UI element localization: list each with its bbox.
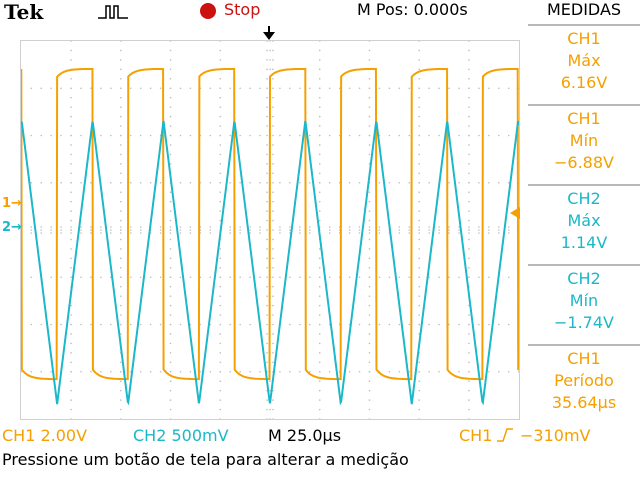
trigger-position-arrow-icon bbox=[263, 26, 275, 40]
ch1-waveform-trace bbox=[21, 67, 519, 381]
measure-value: 1.14V bbox=[560, 233, 608, 252]
pulse-trigger-icon bbox=[98, 5, 128, 19]
ch2-ground-marker[interactable]: 2→ bbox=[2, 220, 22, 235]
measure-slot-4[interactable]: CH2 Mín −1.74V bbox=[528, 264, 640, 340]
measure-menu: CH1 Máx 6.16V CH1 Mín −6.88V CH2 Máx 1.1… bbox=[528, 24, 640, 424]
status-message: Pressione um botão de tela para alterar … bbox=[2, 450, 409, 469]
measure-value: −6.88V bbox=[554, 153, 614, 172]
ch2-waveform-trace bbox=[21, 120, 519, 406]
stop-indicator-icon bbox=[200, 3, 216, 19]
measure-value: 6.16V bbox=[560, 73, 608, 92]
measure-value: −1.74V bbox=[554, 313, 614, 332]
measure-slot-2[interactable]: CH1 Mín −6.88V bbox=[528, 104, 640, 180]
trigger-source-readout: CH1 bbox=[459, 426, 493, 445]
measure-channel: CH2 bbox=[567, 189, 601, 208]
waveform-plot bbox=[21, 41, 519, 419]
trigger-level-readout: −310mV bbox=[520, 426, 591, 445]
trigger-level-marker-icon bbox=[510, 207, 520, 219]
measure-channel: CH1 bbox=[567, 109, 601, 128]
ch1-scale-readout: CH1 2.00V bbox=[2, 426, 88, 445]
brand-logo: Tek bbox=[4, 0, 44, 24]
measure-label: Mín bbox=[569, 131, 599, 150]
rising-edge-icon bbox=[497, 428, 513, 442]
measure-menu-title: MEDIDAS bbox=[546, 0, 622, 19]
waveform-display bbox=[20, 40, 520, 420]
measure-channel: CH2 bbox=[567, 269, 601, 288]
measure-slot-5[interactable]: CH1 Período 35.64µs bbox=[528, 344, 640, 420]
measure-value: 35.64µs bbox=[551, 393, 617, 412]
ch2-scale-readout: CH2 500mV bbox=[133, 426, 229, 445]
run-state-label: Stop bbox=[224, 0, 261, 19]
measure-label: Mín bbox=[569, 291, 599, 310]
measure-channel: CH1 bbox=[567, 29, 601, 48]
measure-slot-3[interactable]: CH2 Máx 1.14V bbox=[528, 184, 640, 260]
graticule bbox=[21, 41, 519, 419]
horizontal-position-readout: M Pos: 0.000s bbox=[357, 0, 468, 19]
scale-readout-bar: CH1 2.00V CH2 500mV M 25.0µs CH1 −310mV bbox=[0, 424, 640, 448]
measure-label: Máx bbox=[567, 211, 601, 230]
measure-label: Período bbox=[554, 371, 614, 390]
measure-slot-1[interactable]: CH1 Máx 6.16V bbox=[528, 24, 640, 100]
timebase-readout: M 25.0µs bbox=[268, 426, 342, 445]
top-status-bar: Tek Stop M Pos: 0.000s MEDIDAS bbox=[0, 0, 640, 24]
ch1-ground-marker[interactable]: 1→ bbox=[2, 196, 22, 211]
measure-label: Máx bbox=[567, 51, 601, 70]
measure-channel: CH1 bbox=[567, 349, 601, 368]
